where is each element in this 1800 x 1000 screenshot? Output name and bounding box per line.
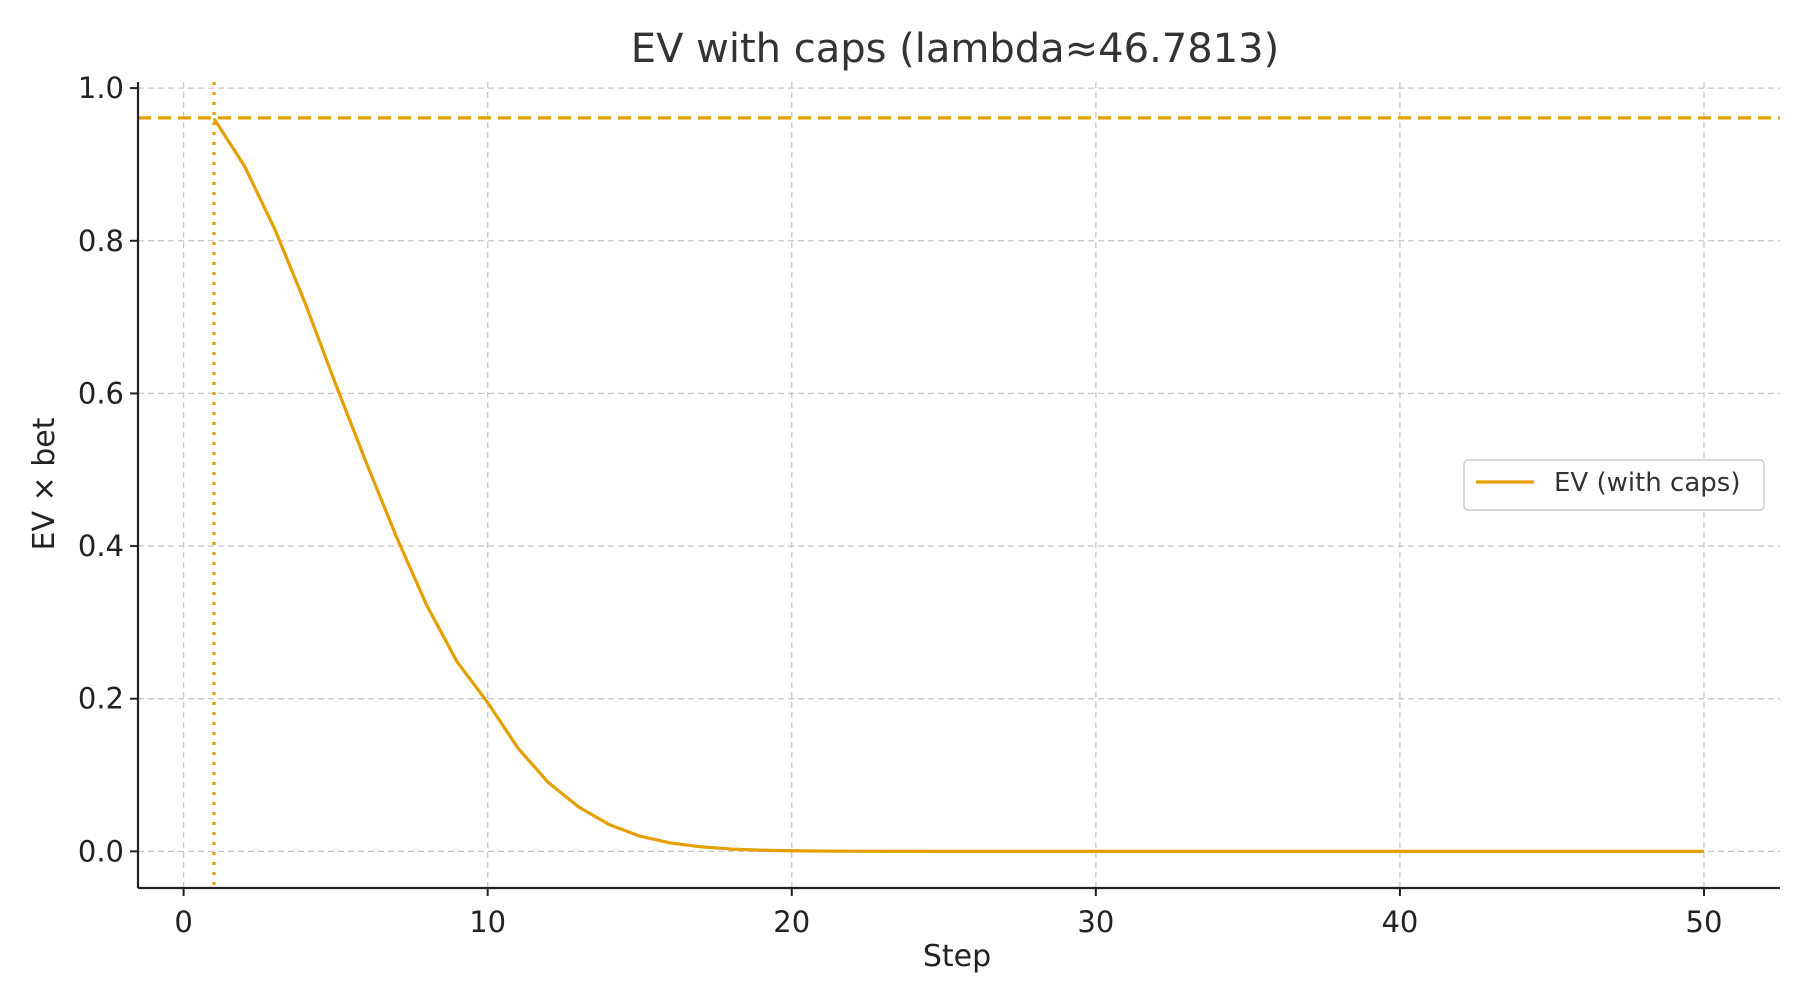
y-ticks: 0.0 0.2 0.4 0.6 0.8 1.0 [78,71,138,868]
x-tick-label-3: 30 [1077,905,1114,939]
legend-frame [1463,459,1765,511]
y-tick-label-0: 0.0 [78,834,124,868]
legend-entry: EV (with caps) [1554,468,1740,498]
legend: EV (with caps) [1463,459,1765,511]
x-ticks: 0 10 20 30 40 50 [174,888,1722,939]
y-tick-label-2: 0.4 [78,529,124,563]
chart-title: EV with caps (lambda≈46.7813) [631,26,1279,72]
y-tick-label-3: 0.6 [78,376,124,410]
series-layer [212,117,1704,853]
y-tick-label-1: 0.2 [78,682,124,716]
x-tick-label-0: 0 [174,905,192,939]
x-axis-label: Step [923,939,991,974]
y-axis-label: EV × bet [27,417,62,550]
x-tick-label-2: 20 [773,905,810,939]
series-line-0 [212,117,1704,853]
x-tick-label-4: 40 [1381,905,1418,939]
y-tick-label-4: 0.8 [78,224,124,258]
axes [136,82,1780,890]
x-tick-label-5: 50 [1686,905,1723,939]
y-tick-label-5: 1.0 [78,71,124,105]
reference-lines [138,82,1780,888]
x-tick-label-1: 10 [469,905,506,939]
